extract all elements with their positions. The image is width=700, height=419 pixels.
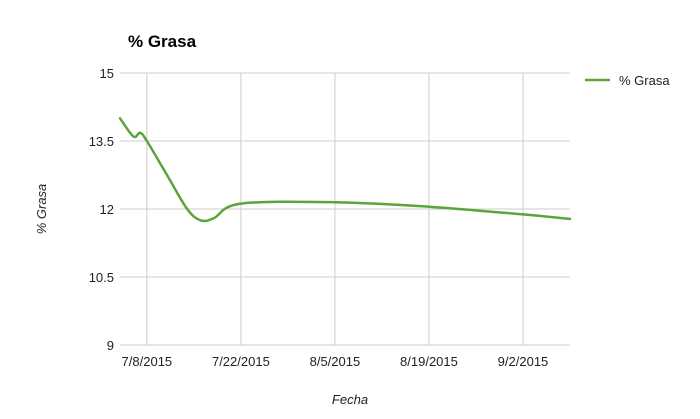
y-tick-label: 13.5: [89, 134, 114, 149]
x-axis-label: Fecha: [332, 392, 368, 407]
x-tick-label: 7/8/2015: [122, 354, 173, 369]
y-axis-label: % Grasa: [34, 184, 49, 235]
x-tick-label: 8/19/2015: [400, 354, 458, 369]
legend-entry: % Grasa: [619, 73, 670, 88]
y-tick-label: 9: [107, 338, 114, 353]
x-tick-label: 9/2/2015: [498, 354, 549, 369]
y-tick-label: 15: [100, 66, 114, 81]
x-tick-label: 7/22/2015: [212, 354, 270, 369]
y-tick-label: 10.5: [89, 270, 114, 285]
grid-lines: [120, 72, 570, 346]
y-tick-label: 12: [100, 202, 114, 217]
legend: % Grasa: [585, 73, 670, 88]
series-line: [118, 117, 572, 223]
y-axis-tick-labels: 9 10.5 12 13.5 15: [89, 66, 114, 353]
x-tick-label: 8/5/2015: [310, 354, 361, 369]
series-group: [118, 117, 572, 223]
x-axis-tick-labels: 7/8/2015 7/22/2015 8/5/2015 8/19/2015 9/2/20…: [122, 354, 549, 369]
chart-title: % Grasa: [128, 32, 197, 51]
